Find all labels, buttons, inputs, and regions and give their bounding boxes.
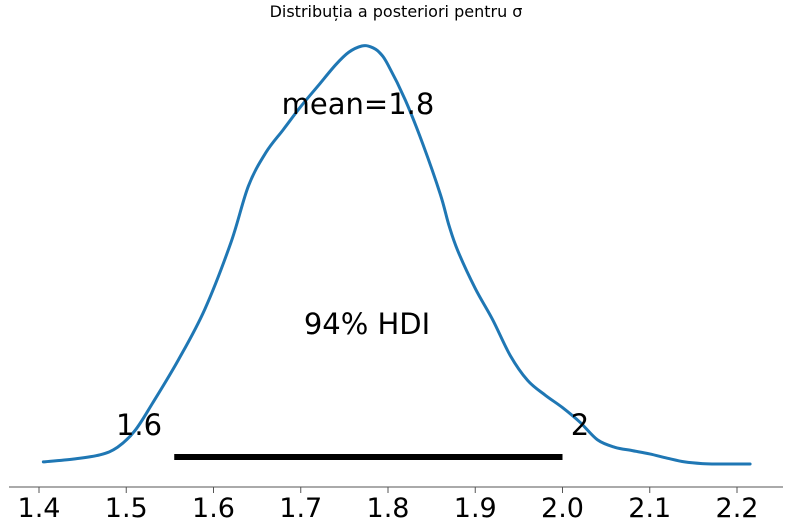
hdi-probability-label: 94% HDI (304, 307, 430, 341)
x-tick-label: 1.4 (18, 493, 61, 524)
annotation-layer: mean=1.8 94% HDI 1.6 2 (116, 87, 589, 442)
x-tick-label: 2.2 (716, 493, 759, 524)
density-curve (41, 44, 752, 466)
x-tick-label: 1.7 (279, 493, 322, 524)
hdi-lower-bound-label: 1.6 (116, 408, 162, 442)
x-tick-label: 2.0 (541, 493, 584, 524)
chart-title: Distribuția a posteriori pentru σ (270, 2, 523, 21)
hdi-upper-bound-label: 2 (571, 408, 589, 442)
mean-annotation: mean=1.8 (282, 87, 435, 121)
x-tick-label: 2.1 (628, 493, 671, 524)
x-tick-label: 1.9 (454, 493, 497, 524)
x-tick-label: 1.8 (367, 493, 410, 524)
x-axis: 1.4 1.5 1.6 1.7 1.8 1.9 2.0 2.1 2.2 (9, 486, 783, 524)
x-tick-label: 1.5 (105, 493, 148, 524)
x-tick-label: 1.6 (192, 493, 235, 524)
curve-layer (41, 44, 752, 466)
